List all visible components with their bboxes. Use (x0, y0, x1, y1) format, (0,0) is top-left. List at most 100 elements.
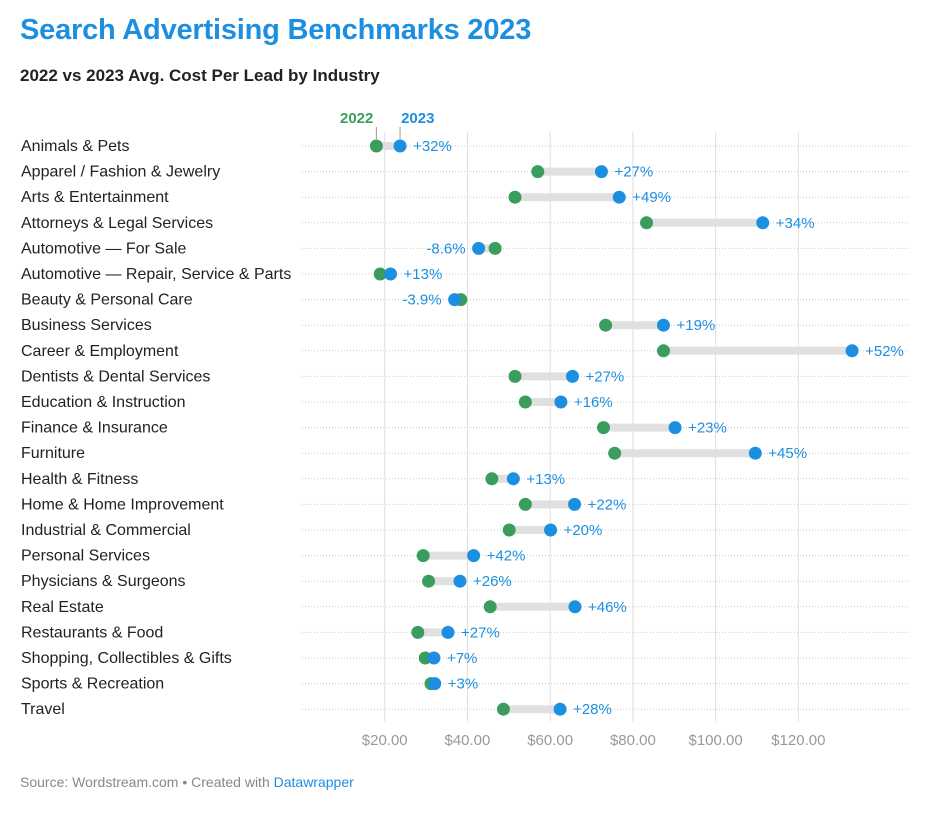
change-label: +34% (776, 215, 815, 232)
dot-2022 (488, 241, 502, 255)
dot-2023 (393, 139, 407, 153)
x-tick-label: $40.00 (444, 732, 490, 749)
dot-2023 (748, 446, 762, 460)
category-label: Personal Services (21, 548, 150, 565)
category-label: Business Services (21, 317, 152, 334)
change-label: +27% (614, 164, 653, 181)
category-label: Animals & Pets (21, 138, 129, 155)
dot-2023 (441, 625, 455, 639)
change-label: +49% (632, 189, 671, 206)
dot-2022 (422, 574, 436, 588)
change-label: +13% (526, 471, 565, 488)
category-label: Travel (21, 701, 65, 718)
change-label: +45% (768, 445, 807, 462)
dot-2022 (369, 139, 383, 153)
dot-2022 (485, 472, 499, 486)
dot-2022 (416, 549, 430, 563)
category-label: Restaurants & Food (21, 624, 163, 641)
dot-2022 (608, 446, 622, 460)
change-label: +19% (676, 317, 715, 334)
dot-2022 (502, 523, 516, 537)
dot-2023 (845, 344, 859, 358)
dot-2022 (599, 318, 613, 332)
category-label: Finance & Insurance (21, 420, 168, 437)
category-label: Real Estate (21, 599, 104, 616)
change-label: +27% (585, 368, 624, 385)
x-tick-label: $20.00 (362, 732, 408, 749)
category-label: Dentists & Dental Services (21, 368, 210, 385)
category-label: Health & Fitness (21, 471, 138, 488)
dot-2023 (568, 600, 582, 614)
change-label: -3.9% (402, 292, 441, 309)
dot-2023 (506, 472, 520, 486)
category-label: Physicians & Surgeons (21, 573, 186, 590)
dot-2023 (594, 165, 608, 179)
datawrapper-link[interactable]: Datawrapper (273, 774, 354, 790)
dot-2022 (531, 165, 545, 179)
source-text: Source: Wordstream.com • Created with (20, 774, 274, 790)
change-label: +26% (473, 573, 512, 590)
x-tick-label: $60.00 (527, 732, 573, 749)
category-label: Automotive — For Sale (21, 240, 187, 257)
change-label: +13% (404, 266, 443, 283)
dot-2022 (508, 190, 522, 204)
dot-2023 (453, 574, 467, 588)
x-tick-label: $80.00 (610, 732, 656, 749)
change-label: +46% (588, 599, 627, 616)
dot-2023 (756, 216, 770, 230)
dot-2022 (640, 216, 654, 230)
dot-2022 (518, 395, 532, 409)
dot-2022 (496, 702, 510, 716)
change-label: +32% (413, 138, 452, 155)
change-label: +23% (688, 420, 727, 437)
x-tick-label: $120.00 (771, 732, 825, 749)
category-label: Shopping, Collectibles & Gifts (21, 650, 232, 667)
dot-2023 (553, 702, 567, 716)
category-label: Home & Home Improvement (21, 496, 224, 513)
change-label: +20% (564, 522, 603, 539)
dot-2023 (554, 395, 568, 409)
category-label: Attorneys & Legal Services (21, 215, 213, 232)
category-label: Arts & Entertainment (21, 189, 169, 206)
category-label: Automotive — Repair, Service & Parts (21, 266, 291, 283)
dot-2023 (472, 241, 486, 255)
chart-title: Search Advertising Benchmarks 2023 (20, 14, 532, 46)
legend-2023-label: 2023 (401, 110, 434, 127)
dot-2023 (656, 318, 670, 332)
chart-footer: Source: Wordstream.com • Created with Da… (20, 774, 354, 790)
change-label: +28% (573, 701, 612, 718)
dot-2023 (467, 549, 481, 563)
dot-2023 (448, 293, 462, 307)
dot-2022 (508, 369, 522, 383)
category-label: Sports & Recreation (21, 676, 164, 693)
change-label: +16% (574, 394, 613, 411)
dot-2022 (483, 600, 497, 614)
dot-2023 (384, 267, 398, 281)
change-label: +3% (448, 676, 478, 693)
category-label: Apparel / Fashion & Jewelry (21, 164, 220, 181)
dot-2022 (373, 267, 387, 281)
dot-2022 (597, 421, 611, 435)
category-label: Furniture (21, 445, 85, 462)
dot-2023 (668, 421, 682, 435)
chart-subtitle: 2022 vs 2023 Avg. Cost Per Lead by Indus… (20, 66, 380, 85)
dot-2023 (544, 523, 558, 537)
category-label: Education & Instruction (21, 394, 186, 411)
change-label: -8.6% (426, 240, 465, 257)
dot-2023 (612, 190, 626, 204)
change-label: +52% (865, 343, 904, 360)
legend-2022-label: 2022 (340, 110, 373, 127)
dot-2023 (428, 677, 442, 691)
change-label: +7% (447, 650, 477, 667)
category-label: Beauty & Personal Care (21, 292, 193, 309)
change-label: +22% (588, 496, 627, 513)
category-label: Career & Employment (21, 343, 179, 360)
dot-2023 (427, 651, 441, 665)
dot-2023 (565, 369, 579, 383)
dot-2023 (568, 497, 582, 511)
change-label: +27% (461, 624, 500, 641)
dot-2022 (411, 625, 425, 639)
change-label: +42% (487, 548, 526, 565)
x-tick-label: $100.00 (688, 732, 742, 749)
dot-2022 (656, 344, 670, 358)
